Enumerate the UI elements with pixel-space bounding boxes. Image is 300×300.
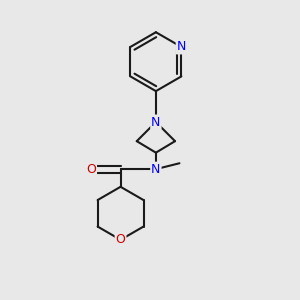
Text: N: N bbox=[151, 163, 160, 176]
Text: O: O bbox=[116, 233, 125, 246]
Text: O: O bbox=[86, 163, 96, 176]
Text: N: N bbox=[177, 40, 186, 53]
Text: N: N bbox=[151, 116, 160, 128]
